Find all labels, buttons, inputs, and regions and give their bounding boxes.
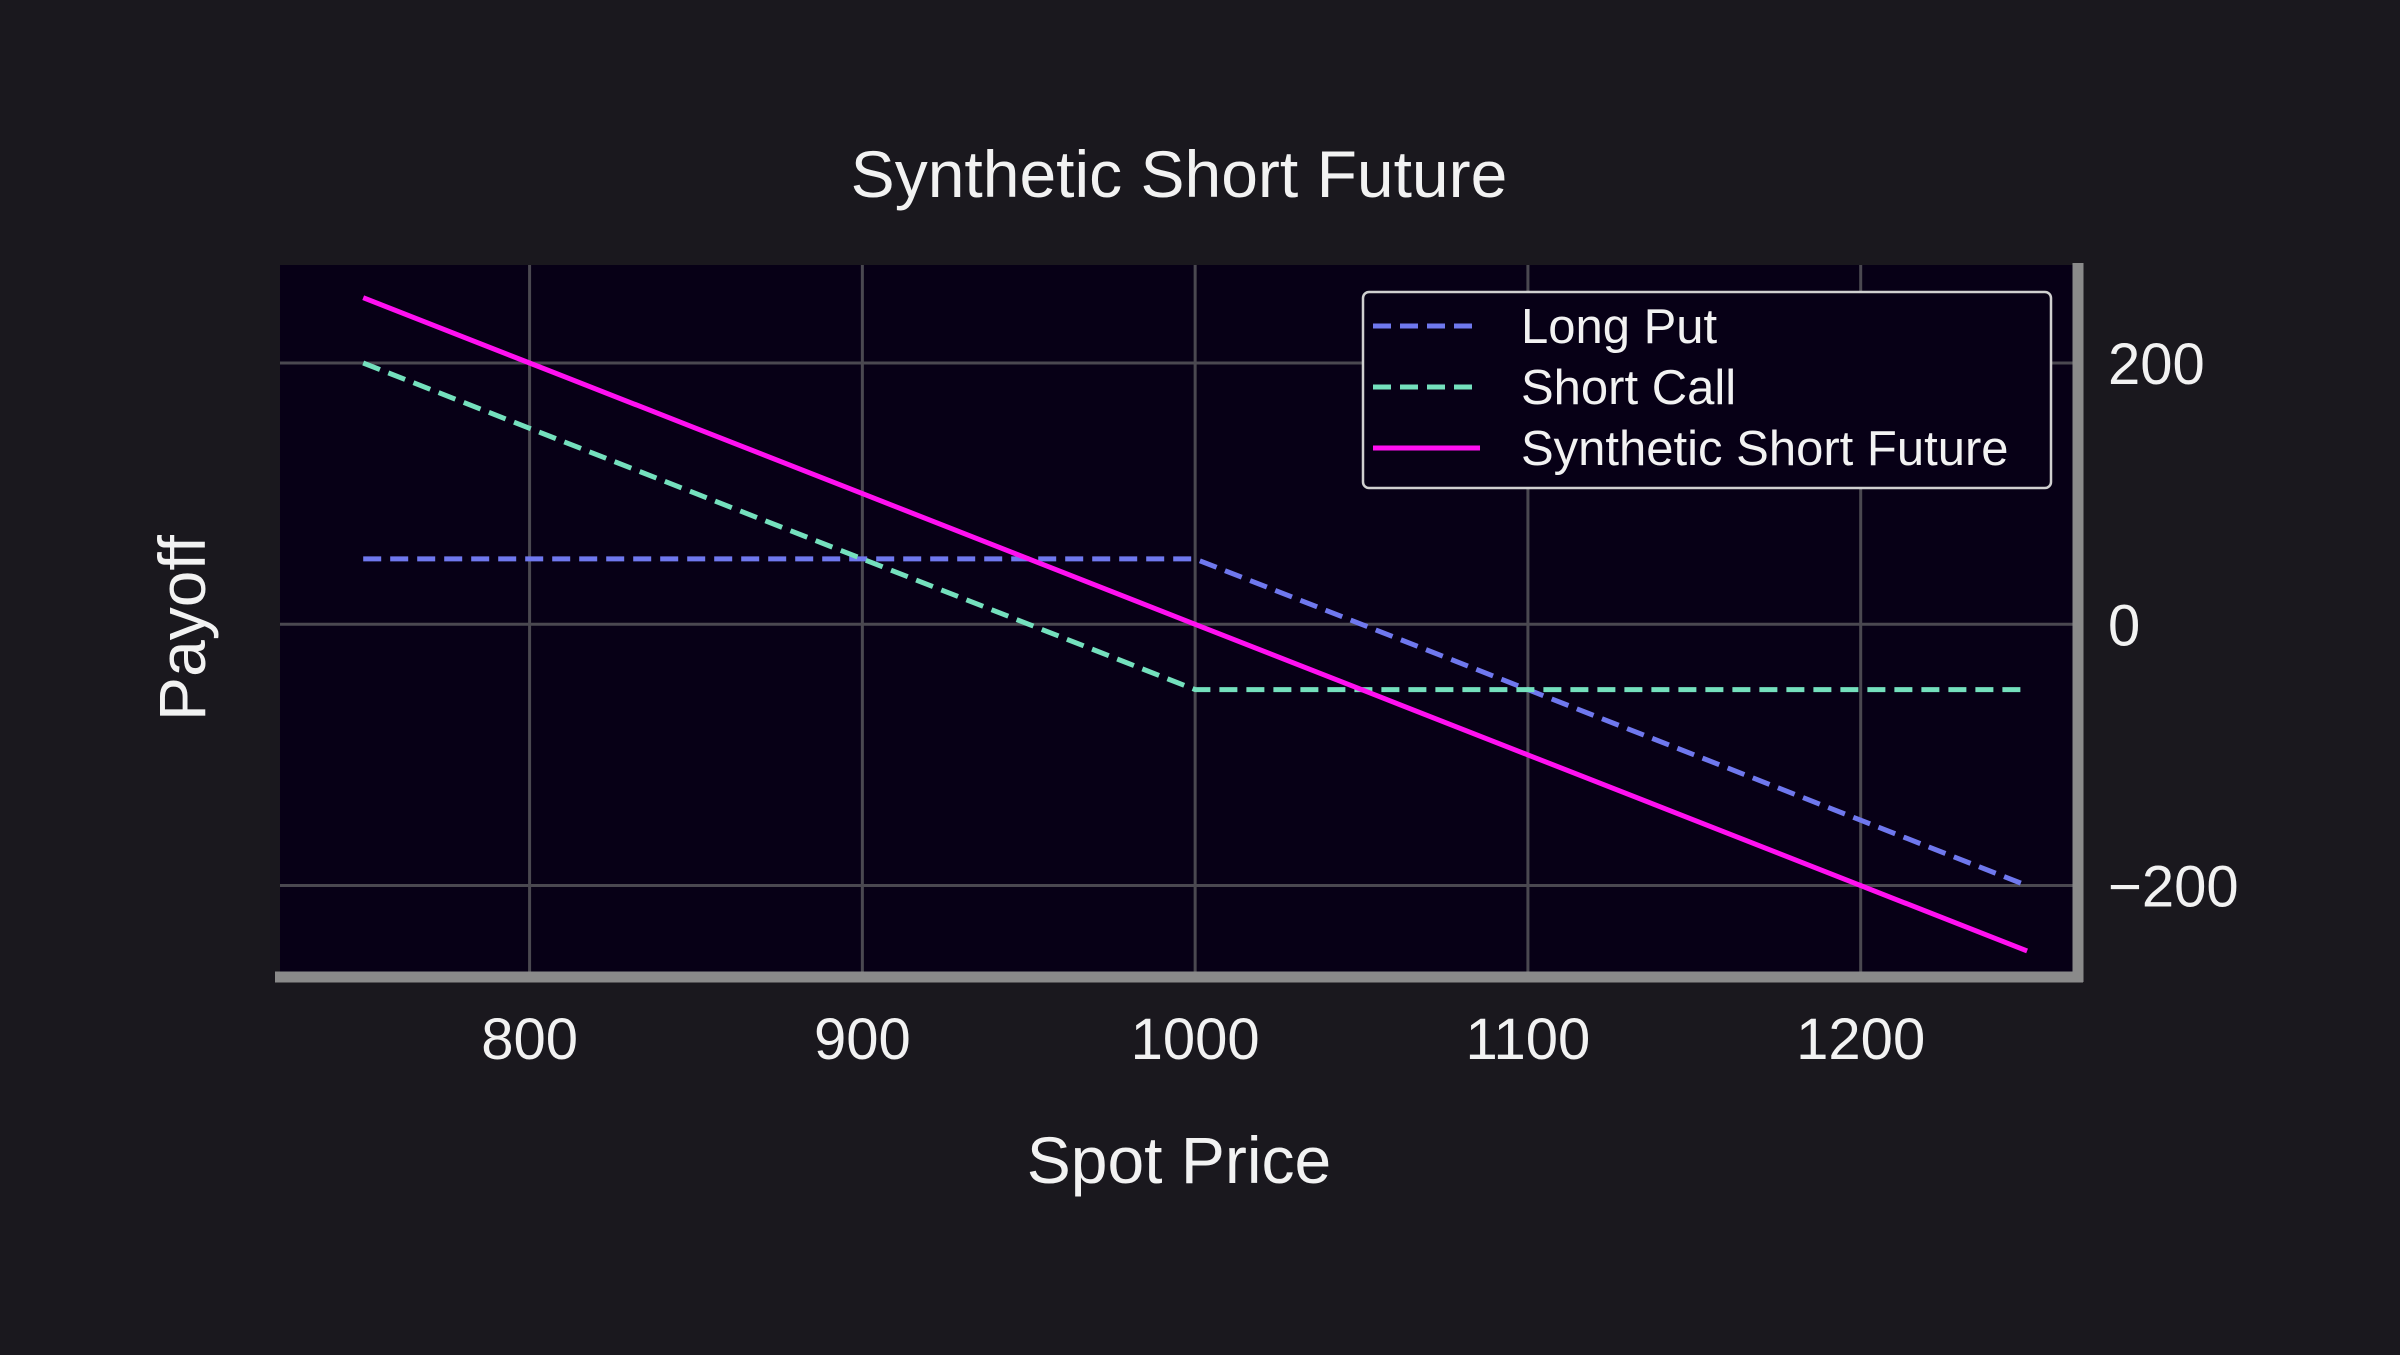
x-tick-label-1100: 1100	[1466, 1007, 1591, 1072]
series-group	[362, 295, 2029, 954]
legend-label-long-put: Long Put	[1521, 300, 1718, 354]
x-tick-label-1000: 1000	[1131, 1007, 1260, 1072]
y-tick-label--200: −200	[2108, 855, 2239, 920]
x-tick-label-800: 800	[481, 1007, 578, 1072]
chart-title: Synthetic Short Future	[851, 137, 1508, 211]
legend-box	[1361, 290, 2053, 490]
legend: Long Put Short Call Synthetic Short Future	[1361, 290, 2053, 490]
legend-label-synthetic-short-future: Synthetic Short Future	[1521, 422, 2009, 476]
series-line-short-call	[362, 360, 2028, 693]
x-axis-label: Spot Price	[1027, 1123, 1331, 1197]
axes	[275, 263, 2084, 983]
y-tick-label-200: 200	[2108, 332, 2205, 397]
series-line-synthetic-short-future	[362, 295, 2029, 954]
tick-labels: 800 900 1000 1100 1200 200 0 −200	[481, 332, 2238, 1072]
x-tick-label-900: 900	[814, 1007, 911, 1072]
legend-label-short-call: Short Call	[1521, 361, 1736, 415]
series-line-long-put	[363, 556, 2029, 888]
y-axis-label: Payoff	[145, 534, 219, 721]
x-tick-label-1200: 1200	[1796, 1007, 1925, 1072]
y-tick-label-0: 0	[2108, 593, 2140, 658]
